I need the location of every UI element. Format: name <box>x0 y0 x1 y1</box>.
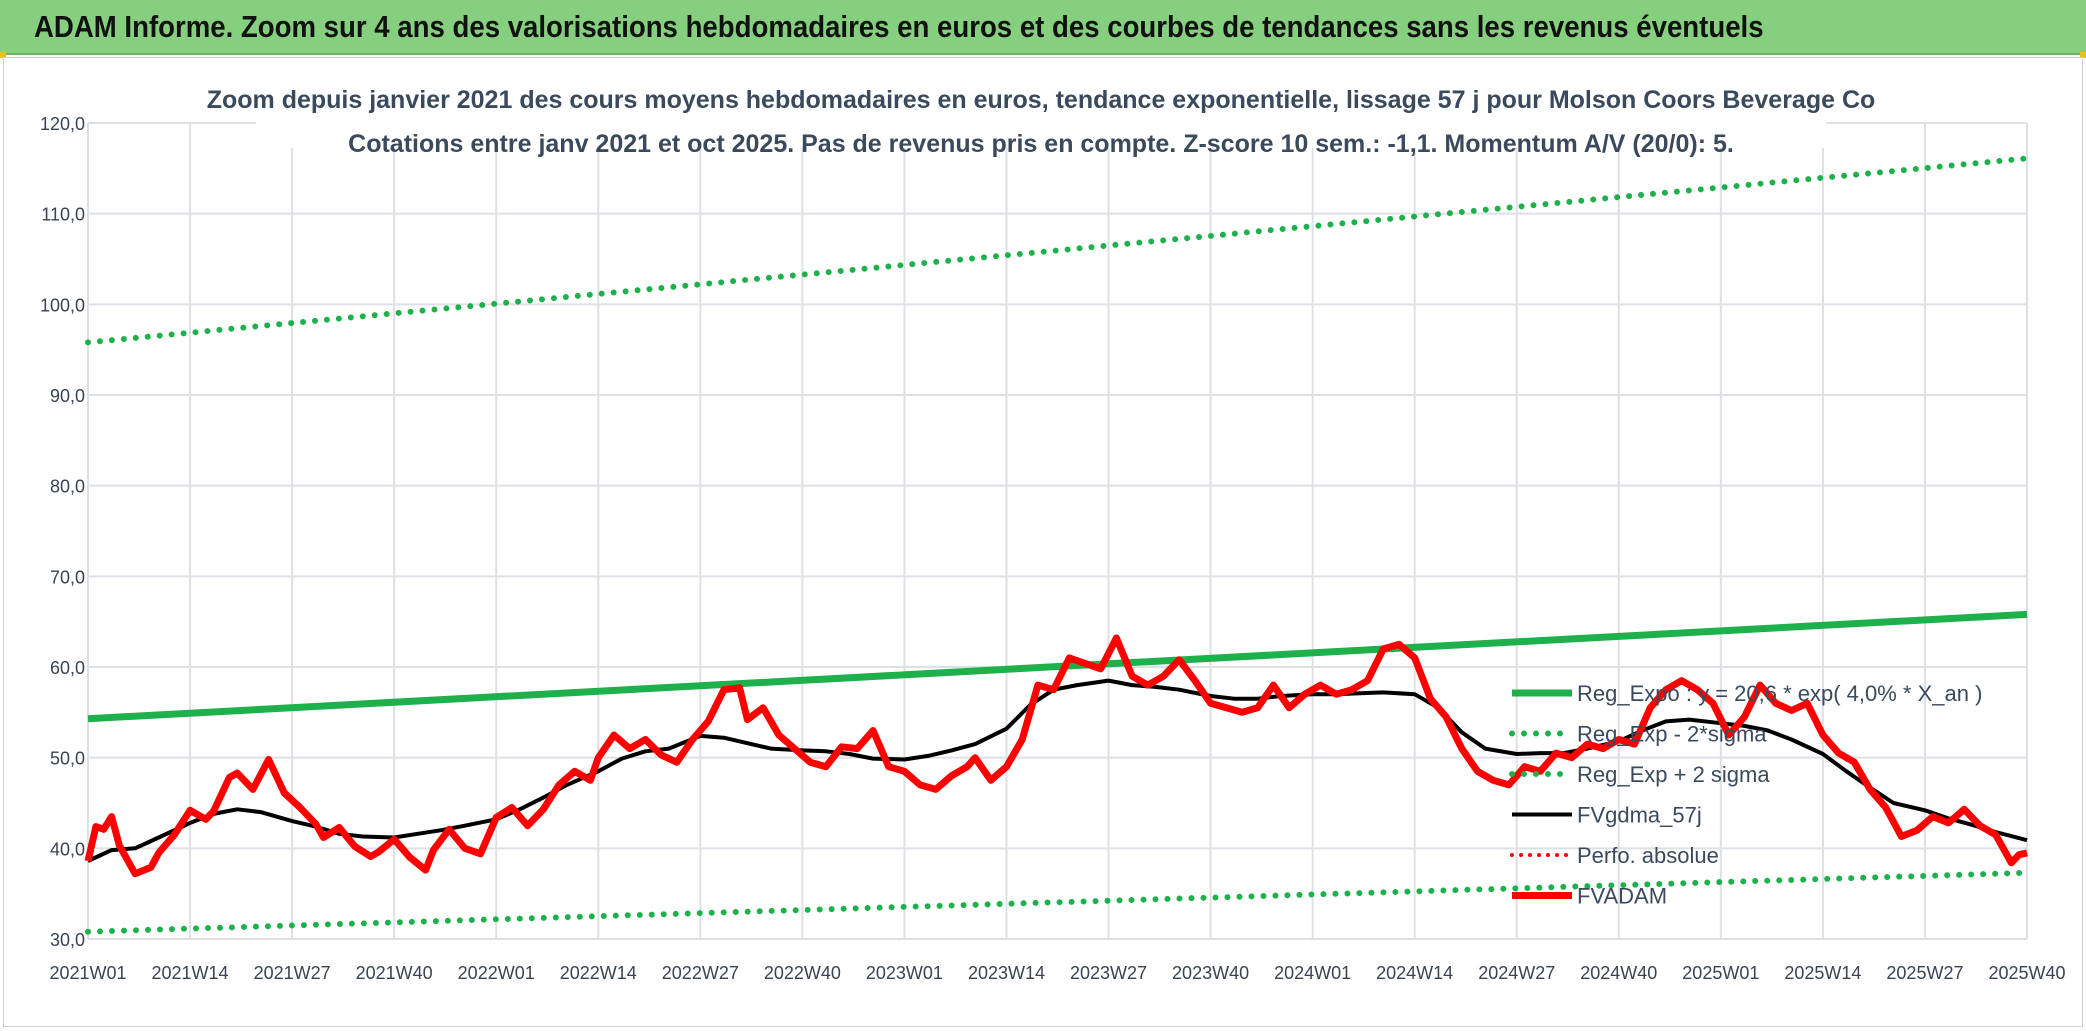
banner-accent-right <box>2080 52 2086 58</box>
series-line-reg-exp-2-sigma <box>85 155 2030 346</box>
x-tick-label: 2024W27 <box>1478 963 1555 983</box>
x-tick-label: 2021W40 <box>356 963 433 983</box>
chart-subtitle: Cotations entre janv 2021 et oct 2025. P… <box>348 130 1734 158</box>
chart-legend: Reg_Expo : y = 20,6 * exp( 4,0% * X_an )… <box>1509 681 1982 909</box>
x-tick-label: 2023W01 <box>866 963 943 983</box>
y-tick-label: 60,0 <box>50 658 85 678</box>
y-tick-label: 50,0 <box>50 749 85 769</box>
x-tick-label: 2022W01 <box>458 963 535 983</box>
y-tick-label: 40,0 <box>50 839 85 859</box>
y-tick-label: 70,0 <box>50 567 85 587</box>
y-tick-label: 30,0 <box>50 930 85 950</box>
chart-title: Zoom depuis janvier 2021 des cours moyen… <box>207 86 1876 114</box>
legend-label: Reg_Exp + 2 sigma <box>1577 762 1770 787</box>
x-tick-label: 2025W40 <box>1988 963 2065 983</box>
y-axis-ticks: 30,0 40,0 50,0 60,0 70,0 80,0 90,0 100,0 110,0 12… <box>40 114 85 950</box>
chart-series <box>84 155 2030 935</box>
x-tick-label: 2021W14 <box>152 963 229 983</box>
x-tick-label: 2022W27 <box>662 963 739 983</box>
title-background <box>256 80 1826 148</box>
legend-label: Perfo. absolue <box>1577 843 1719 868</box>
series-line-fvadam <box>84 634 2028 878</box>
x-tick-label: 2021W27 <box>254 963 331 983</box>
y-tick-label: 100,0 <box>40 295 85 315</box>
legend-label: Reg_Expo : y = 20,6 * exp( 4,0% * X_an ) <box>1577 681 1982 706</box>
chart-grid <box>87 122 2028 940</box>
x-tick-label: 2023W14 <box>968 963 1045 983</box>
series-line-reg-exp-2-sigma <box>85 869 2030 935</box>
x-tick-label: 2023W40 <box>1172 963 1249 983</box>
y-tick-label: 90,0 <box>50 386 85 406</box>
x-tick-label: 2025W27 <box>1886 963 1963 983</box>
x-tick-label: 2021W01 <box>49 963 126 983</box>
legend-label: FVgdma_57j <box>1577 803 1702 828</box>
x-tick-label: 2024W40 <box>1580 963 1657 983</box>
x-tick-label: 2022W14 <box>560 963 637 983</box>
legend-label: Reg_Exp - 2*sigma <box>1577 722 1767 747</box>
x-tick-label: 2022W40 <box>764 963 841 983</box>
report-banner: ADAM Informe. Zoom sur 4 ans des valoris… <box>0 0 2086 55</box>
banner-title: ADAM Informe. Zoom sur 4 ans des valoris… <box>34 9 1764 44</box>
chart-frame <box>3 57 2083 1027</box>
x-tick-label: 2024W14 <box>1376 963 1453 983</box>
x-tick-label: 2025W14 <box>1784 963 1861 983</box>
banner-accent-left <box>0 52 6 58</box>
legend-label: FVADAM <box>1577 884 1667 909</box>
series-line-reg-expo-y-20-6-exp-4-0-x-an <box>87 610 2028 723</box>
x-tick-label: 2024W01 <box>1274 963 1351 983</box>
x-axis-ticks: 2021W01 2021W14 2021W27 2021W40 2022W01 2022W… <box>49 963 2065 983</box>
x-tick-label: 2023W27 <box>1070 963 1147 983</box>
y-tick-label: 80,0 <box>50 477 85 497</box>
x-tick-label: 2025W01 <box>1682 963 1759 983</box>
y-tick-label: 120,0 <box>40 114 85 134</box>
y-tick-label: 110,0 <box>41 205 85 225</box>
